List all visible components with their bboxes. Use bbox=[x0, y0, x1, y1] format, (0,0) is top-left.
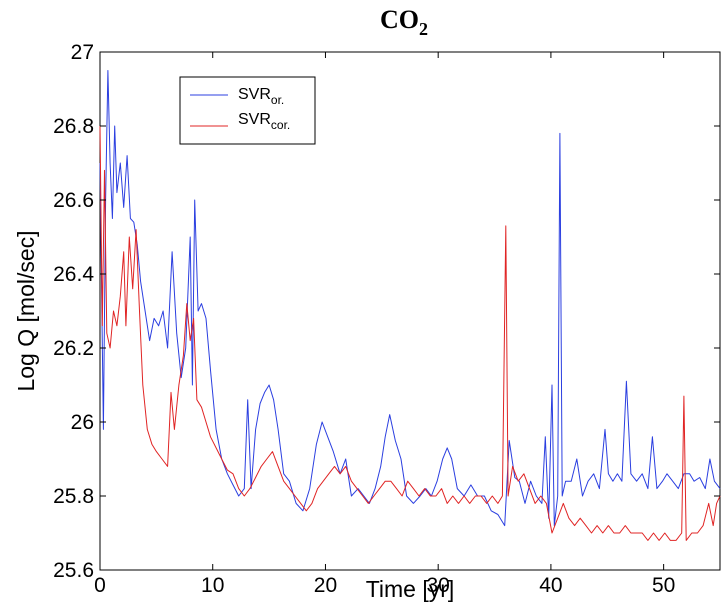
x-tick-label: 40 bbox=[539, 574, 562, 597]
y-tick-label: 26.8 bbox=[53, 115, 94, 138]
x-tick-label: 20 bbox=[314, 574, 337, 597]
series-line-svr-cor bbox=[99, 125, 721, 541]
y-tick-label: 26.2 bbox=[53, 337, 94, 360]
chart-title: CO2 bbox=[380, 5, 428, 39]
x-tick-label: 0 bbox=[94, 574, 106, 597]
y-axis-label: Log Q [mol/sec] bbox=[13, 230, 39, 391]
legend-label-svr-cor: SVRcor. bbox=[238, 111, 290, 132]
chart-title-subscript: 2 bbox=[419, 19, 428, 39]
y-tick-label: 27 bbox=[71, 41, 94, 64]
x-axis-label: Time [yr] bbox=[366, 576, 455, 602]
legend-subscript-cor: cor. bbox=[271, 118, 290, 132]
legend-label-svr-or: SVRor. bbox=[238, 86, 284, 107]
x-tick-label: 10 bbox=[201, 574, 224, 597]
legend: SVRor. SVRcor. bbox=[179, 76, 316, 145]
y-tick-label: 25.8 bbox=[53, 485, 94, 508]
legend-box bbox=[179, 76, 316, 145]
series-line-svr-or bbox=[99, 70, 721, 527]
y-tick-label: 26.6 bbox=[53, 189, 94, 212]
x-tick-label: 50 bbox=[652, 574, 675, 597]
x-tick-label: 30 bbox=[427, 574, 450, 597]
y-tick-label: 26.4 bbox=[53, 263, 94, 286]
series-layer bbox=[99, 70, 721, 541]
y-axis: 25.6 25.8 26 26.2 26.4 26.6 26.8 27 bbox=[53, 41, 720, 582]
x-axis: 0 10 20 30 40 50 bbox=[94, 52, 675, 597]
y-tick-label: 26 bbox=[71, 411, 94, 434]
legend-subscript-or: or. bbox=[271, 93, 284, 107]
y-tick-label: 25.6 bbox=[53, 559, 94, 582]
